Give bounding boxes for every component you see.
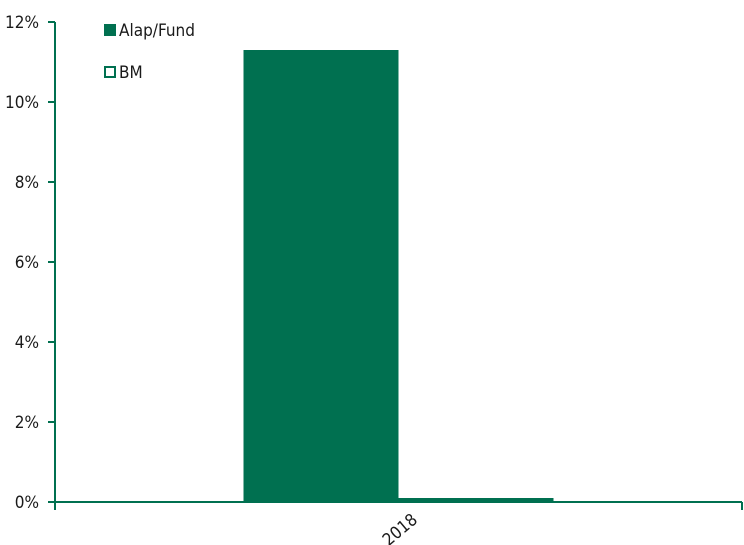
x-axis: 2018	[55, 501, 743, 545]
bar-alap-fund	[243, 50, 399, 502]
y-tick-label: 2%	[15, 413, 39, 433]
legend-label: BM	[119, 63, 143, 83]
y-tick-label: 4%	[15, 333, 39, 353]
bar-bm	[398, 498, 554, 502]
legend-swatch	[104, 66, 116, 78]
legend-swatch	[104, 24, 116, 36]
legend-label: Alap/Fund	[119, 21, 195, 41]
x-tick-label: 2018	[379, 510, 422, 545]
legend: Alap/Fund BM	[104, 21, 195, 83]
y-tick-label: 10%	[5, 93, 39, 113]
y-tick-label: 6%	[15, 253, 39, 273]
y-tick-label: 8%	[15, 173, 39, 193]
y-axis: 0% 2% 4% 6% 8% 10% 12%	[5, 13, 56, 513]
y-tick-label: 0%	[15, 493, 39, 513]
bars	[243, 50, 554, 502]
y-tick-label: 12%	[5, 13, 39, 33]
